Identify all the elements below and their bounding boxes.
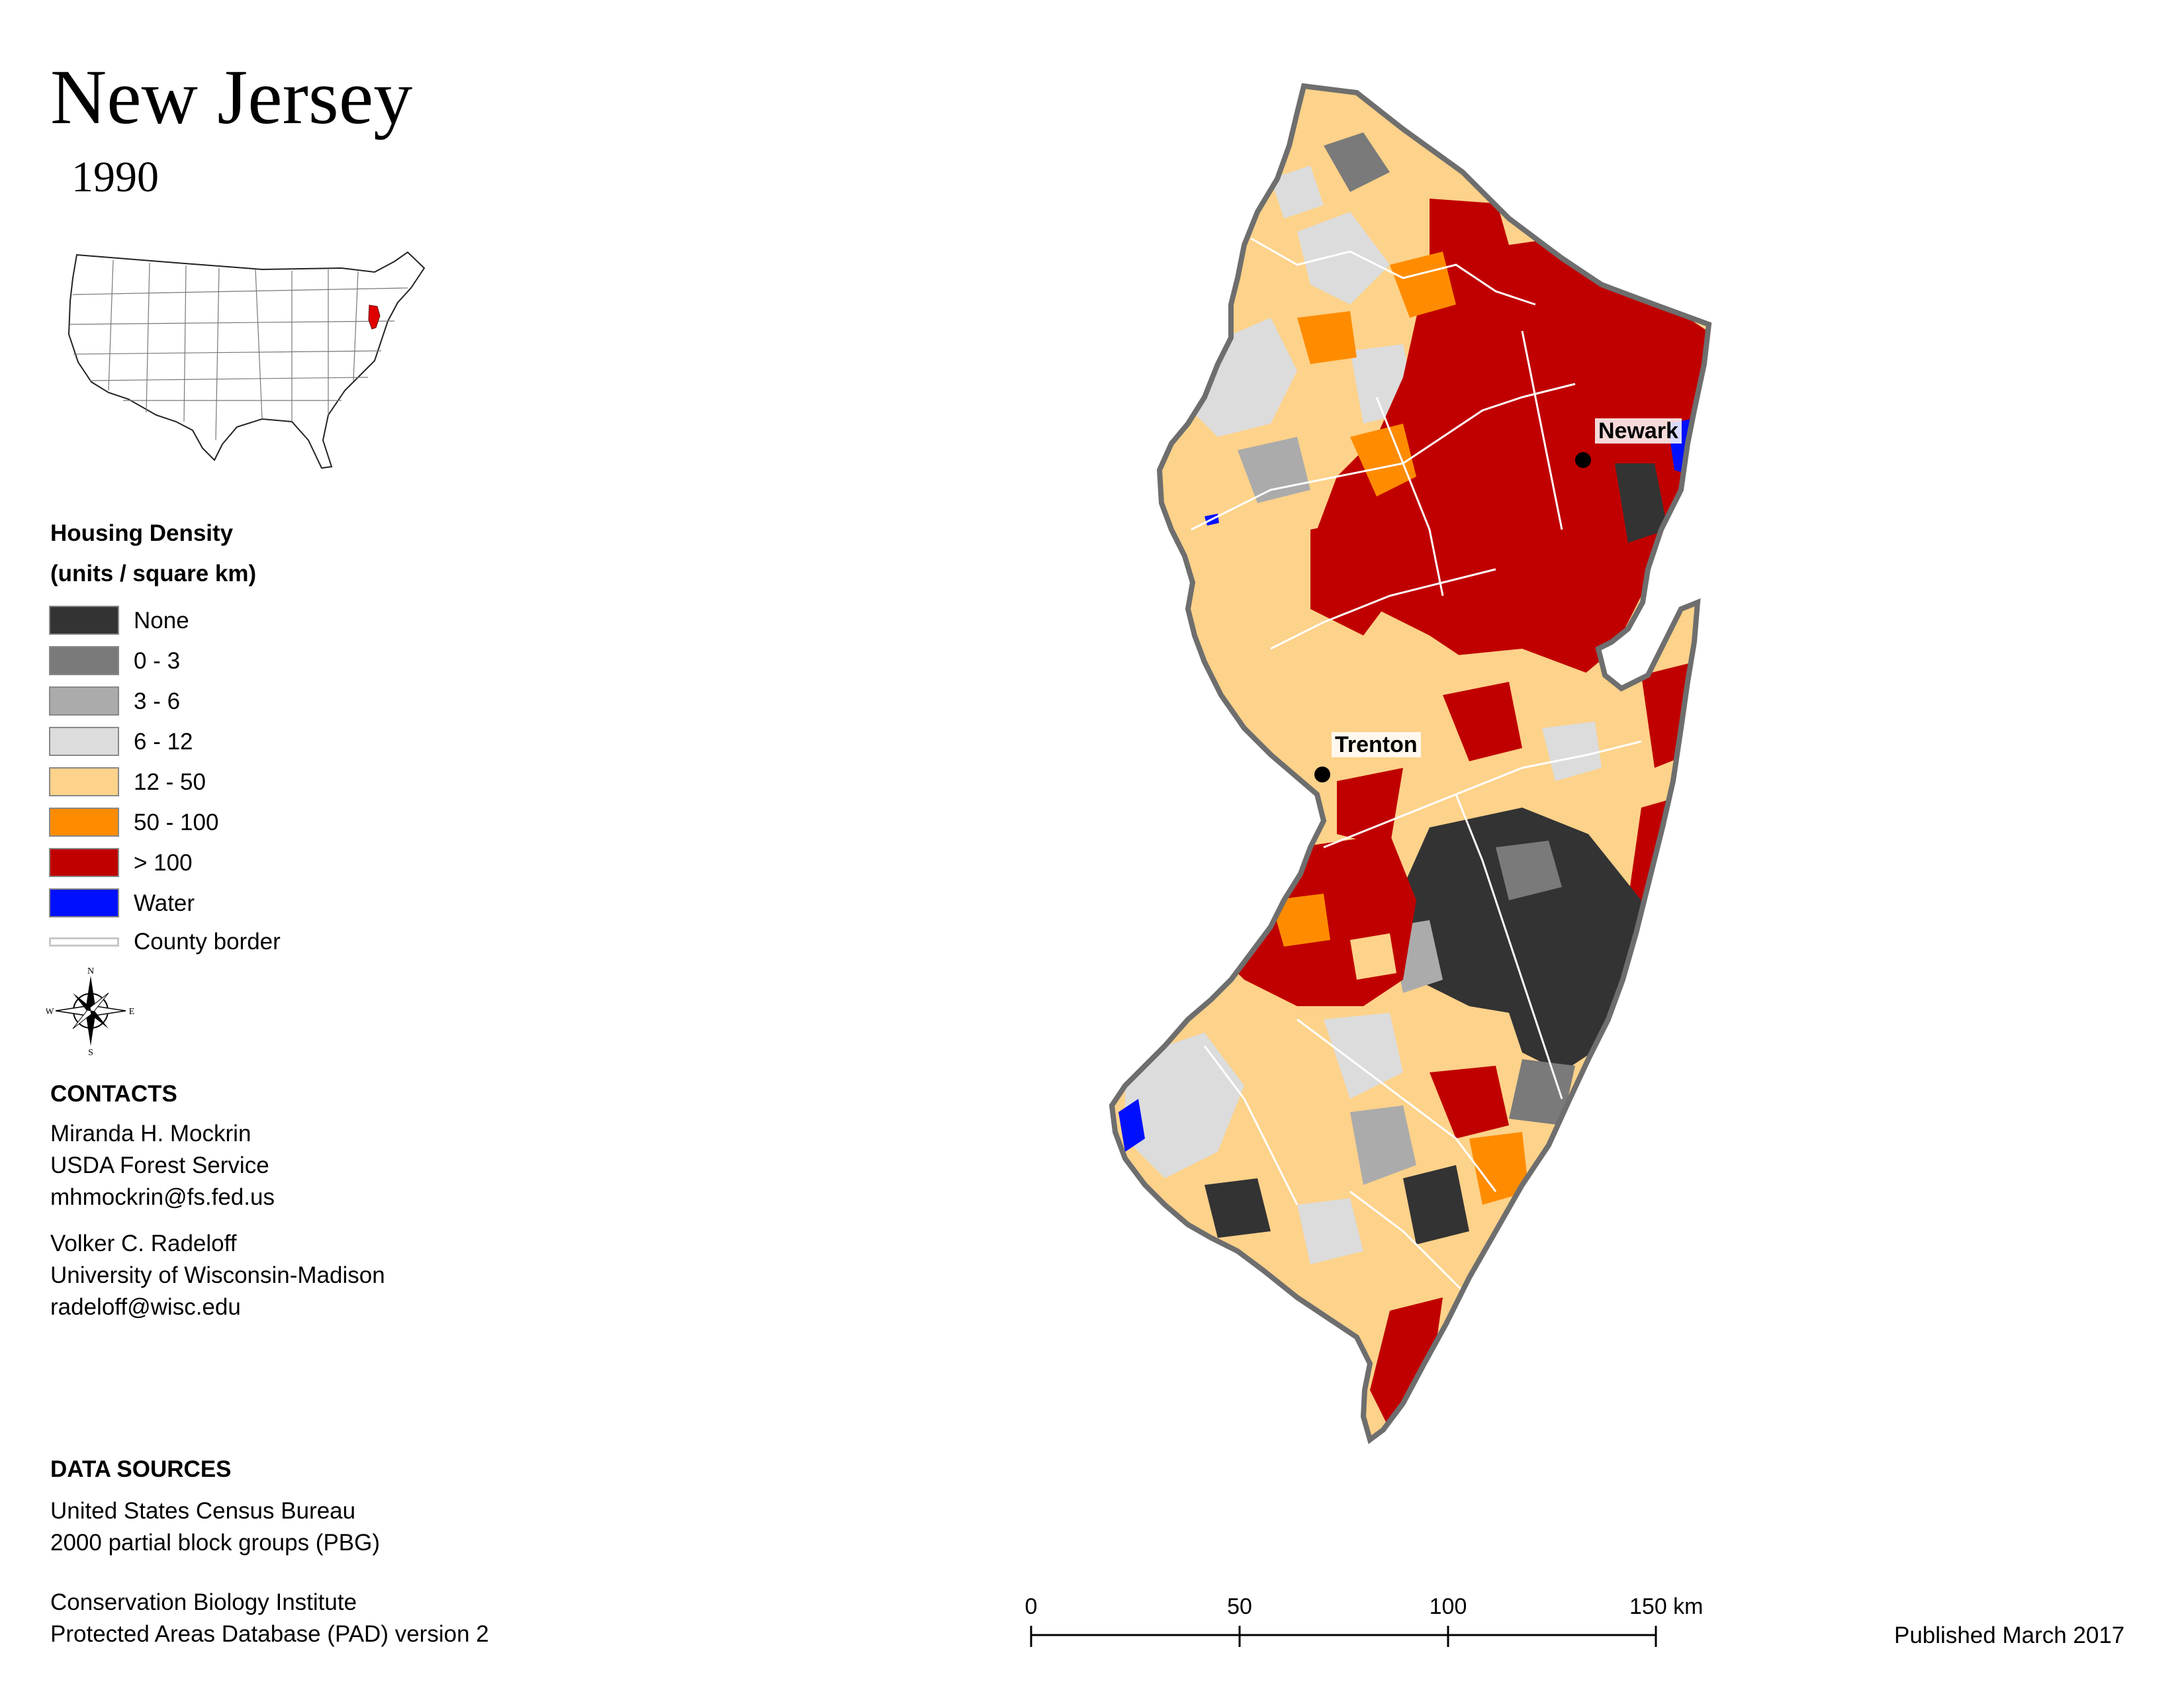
legend-label: 12 - 50 [134, 769, 206, 795]
newark-marker [1575, 452, 1591, 468]
compass-s: S [88, 1048, 93, 1056]
map-title: New Jersey [50, 54, 413, 140]
legend-label: 3 - 6 [134, 688, 181, 714]
legend-label: > 100 [134, 850, 193, 876]
trenton-marker [1314, 767, 1330, 782]
contact-name: Volker C. Radeloff [50, 1231, 237, 1256]
data-sources-heading: DATA SOURCES [50, 1456, 232, 1482]
compass-w: W [46, 1007, 54, 1017]
county-border-swatch [49, 937, 119, 947]
us-locator-map [68, 251, 426, 469]
compass-e: E [129, 1007, 135, 1017]
data-source-line: United States Census Bureau [50, 1498, 356, 1524]
legend-item-12-50: 12 - 50 [49, 767, 380, 800]
legend-item-over-100: > 100 [49, 848, 380, 881]
city-label-newark: Newark [1595, 418, 1682, 444]
data-source-line: Conservation Biology Institute [50, 1589, 357, 1615]
contact-name: Miranda H. Mockrin [50, 1121, 251, 1147]
legend-item-50-100: 50 - 100 [49, 808, 380, 841]
legend-label: County border [134, 929, 281, 955]
us-outline [68, 251, 426, 469]
contact-email: radeloff@wisc.edu [50, 1294, 241, 1320]
contact-org: University of Wisconsin-Madison [50, 1262, 385, 1288]
legend-item-water: Water [49, 888, 380, 921]
scale-label: 0 [1025, 1594, 1038, 1619]
legend-item-county-border: County border [49, 927, 380, 960]
scale-label: 50 [1227, 1594, 1252, 1619]
contact-email: mhmockrin@fs.fed.us [50, 1184, 275, 1210]
legend-swatch [49, 767, 119, 796]
new-jersey-housing-density-map [1109, 83, 1712, 1444]
legend-label: Water [134, 890, 195, 916]
legend-swatch [49, 606, 119, 635]
legend-swatch [49, 686, 119, 716]
contacts-heading: CONTACTS [50, 1081, 177, 1107]
legend-swatch [49, 646, 119, 675]
contact-org: USDA Forest Service [50, 1152, 269, 1178]
legend-item-none: None [49, 606, 380, 639]
legend-item-6-12: 6 - 12 [49, 727, 380, 760]
legend-swatch [49, 727, 119, 756]
new-jersey-highlight [368, 305, 381, 330]
scale-bar: 0 50 100 150 km [1025, 1594, 1704, 1647]
legend-label: 0 - 3 [134, 648, 181, 674]
compass-n: N [87, 966, 94, 976]
city-label-trenton: Trenton [1332, 732, 1421, 757]
compass-rose-icon: N S W E [46, 966, 135, 1056]
legend-label: None [134, 608, 189, 633]
legend-label: 6 - 12 [134, 729, 193, 755]
legend-swatch [49, 808, 119, 837]
map-year: 1990 [71, 153, 159, 201]
legend-units: (units / square km) [50, 561, 257, 586]
legend-label: 50 - 100 [134, 810, 219, 835]
legend-item-3-6: 3 - 6 [49, 686, 380, 720]
scale-label: 150 km [1629, 1594, 1704, 1619]
published-date: Published March 2017 [1894, 1622, 2125, 1648]
legend-swatch [49, 888, 119, 917]
legend-title: Housing Density [50, 520, 234, 546]
data-source-line: 2000 partial block groups (PBG) [50, 1530, 381, 1556]
scale-label: 100 [1430, 1594, 1467, 1619]
data-source-line: Protected Areas Database (PAD) version 2 [50, 1621, 489, 1647]
legend-swatch [49, 848, 119, 877]
legend-item-0-3: 0 - 3 [49, 646, 380, 679]
